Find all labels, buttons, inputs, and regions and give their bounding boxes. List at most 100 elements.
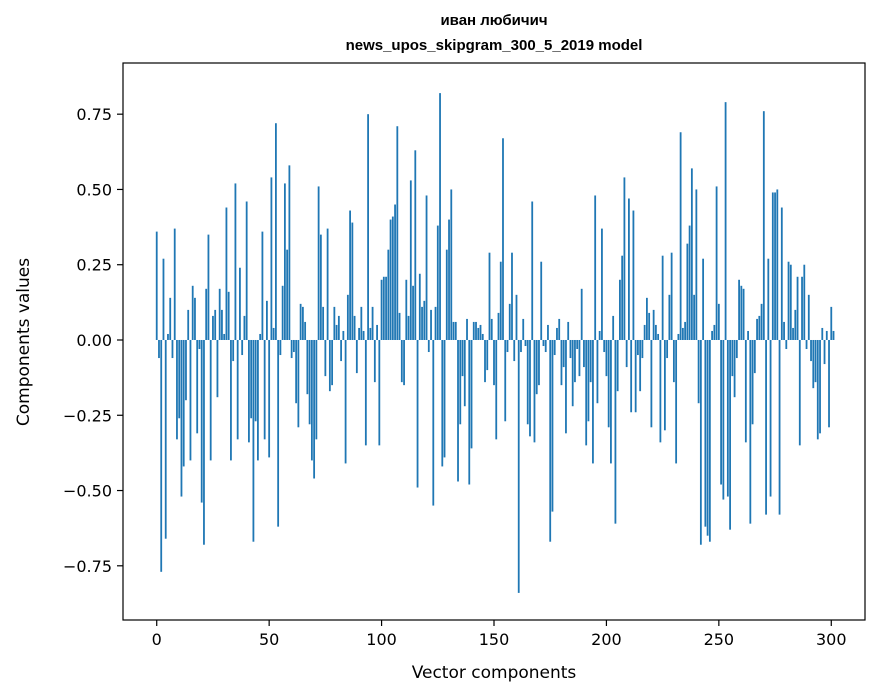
bar bbox=[452, 321, 455, 340]
bar bbox=[245, 201, 248, 340]
bar bbox=[281, 285, 284, 340]
bar bbox=[733, 339, 736, 398]
bar bbox=[412, 285, 414, 340]
bar bbox=[587, 339, 590, 422]
bar bbox=[382, 276, 385, 340]
bar bbox=[205, 288, 208, 340]
bar bbox=[641, 339, 644, 359]
bar bbox=[717, 303, 720, 340]
bar bbox=[589, 339, 592, 383]
bar bbox=[409, 180, 412, 340]
bar bbox=[832, 330, 835, 340]
bar bbox=[169, 297, 172, 340]
x-tick-label: 200 bbox=[591, 630, 622, 649]
bar bbox=[616, 339, 619, 392]
y-tick-label: −0.50 bbox=[63, 482, 112, 501]
bar bbox=[306, 339, 309, 395]
bar bbox=[371, 306, 374, 340]
bar bbox=[445, 249, 448, 340]
bar bbox=[574, 339, 576, 383]
bar bbox=[355, 339, 358, 374]
bar bbox=[547, 324, 549, 340]
bar bbox=[272, 327, 275, 340]
bar bbox=[704, 339, 707, 527]
bar bbox=[322, 306, 325, 340]
y-tick-label: 0.50 bbox=[76, 180, 112, 199]
bar bbox=[569, 339, 572, 359]
bar bbox=[819, 339, 821, 434]
bar bbox=[744, 339, 747, 443]
bar bbox=[816, 339, 819, 440]
bar bbox=[630, 339, 633, 413]
bar bbox=[722, 339, 725, 500]
bar bbox=[290, 339, 293, 359]
bar bbox=[288, 165, 291, 340]
bar bbox=[308, 339, 311, 425]
bar bbox=[659, 339, 662, 443]
bar bbox=[729, 339, 731, 530]
bar bbox=[533, 339, 536, 443]
bar bbox=[203, 339, 205, 545]
bar bbox=[436, 225, 439, 340]
plot-frame bbox=[122, 62, 866, 621]
bar bbox=[643, 324, 646, 340]
bar bbox=[780, 207, 783, 340]
chart-subtitle: news_upos_skipgram_300_5_2019 model bbox=[346, 37, 643, 54]
bar bbox=[362, 330, 365, 340]
bar bbox=[610, 339, 612, 464]
bar bbox=[155, 231, 158, 340]
bar bbox=[324, 339, 327, 377]
bar bbox=[216, 339, 219, 398]
bar bbox=[753, 339, 756, 374]
bar bbox=[331, 339, 334, 386]
bar bbox=[794, 309, 797, 340]
bar bbox=[164, 339, 167, 539]
bar bbox=[259, 333, 262, 340]
bar bbox=[513, 339, 516, 362]
bar bbox=[189, 339, 192, 461]
bar bbox=[432, 339, 435, 506]
bar bbox=[632, 210, 635, 340]
bar bbox=[776, 189, 779, 340]
bar bbox=[182, 339, 185, 467]
bar bbox=[430, 309, 432, 340]
bar bbox=[232, 339, 235, 362]
x-tick-label: 250 bbox=[704, 630, 735, 649]
bar bbox=[342, 330, 345, 340]
bar bbox=[702, 258, 705, 340]
x-tick-label: 300 bbox=[816, 630, 847, 649]
bar bbox=[241, 339, 244, 356]
chart-title: иван любичич bbox=[440, 12, 547, 29]
bar bbox=[472, 321, 475, 340]
bar bbox=[823, 339, 826, 365]
bar bbox=[549, 339, 552, 542]
bar bbox=[439, 93, 441, 340]
bar bbox=[695, 189, 698, 340]
bar bbox=[749, 339, 752, 524]
bar bbox=[416, 339, 419, 488]
bar bbox=[544, 339, 547, 353]
bar bbox=[459, 339, 462, 425]
bar bbox=[585, 339, 588, 446]
bar bbox=[646, 297, 648, 340]
bar bbox=[738, 279, 740, 340]
bar bbox=[185, 339, 187, 401]
bar bbox=[454, 321, 457, 340]
bar bbox=[263, 339, 266, 440]
bar bbox=[828, 339, 830, 428]
bar bbox=[711, 330, 713, 340]
bar bbox=[167, 333, 169, 340]
bar bbox=[270, 177, 273, 340]
bar bbox=[778, 339, 781, 515]
bar bbox=[830, 306, 833, 340]
bar bbox=[657, 333, 660, 340]
bar bbox=[385, 276, 387, 340]
bar bbox=[243, 315, 246, 340]
bar bbox=[551, 339, 554, 512]
x-axis: 0 50 100 150 200 250 300 bbox=[152, 620, 847, 649]
bar bbox=[400, 339, 403, 383]
bar bbox=[450, 189, 453, 340]
bar bbox=[668, 294, 671, 340]
bar bbox=[814, 339, 817, 383]
bar bbox=[596, 339, 599, 404]
